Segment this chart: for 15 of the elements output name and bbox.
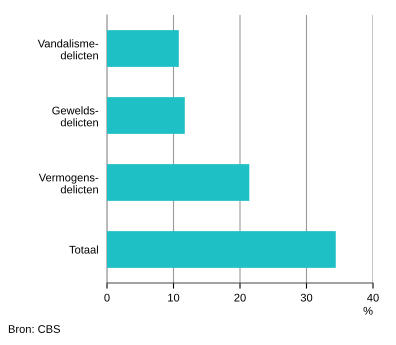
y-tick-label: Vandalisme- delicten bbox=[38, 39, 98, 60]
x-tick-label: 0 bbox=[104, 294, 110, 302]
x-tick-label: 10 bbox=[168, 294, 180, 302]
bar bbox=[107, 164, 250, 201]
y-tick-label: Vermogens- delicten bbox=[38, 174, 98, 194]
bar bbox=[107, 231, 336, 268]
text: Bron: CBS bbox=[8, 325, 60, 333]
y-tick-label: Totaal bbox=[69, 245, 98, 254]
bar bbox=[107, 30, 179, 67]
x-tick-label: 30 bbox=[300, 294, 312, 302]
x-tick-label: 20 bbox=[234, 294, 246, 302]
x-tick-label: 40 bbox=[367, 294, 379, 302]
bar bbox=[107, 97, 185, 134]
x-axis-title: % bbox=[364, 306, 373, 315]
y-tick-label: Gewelds- delicten bbox=[52, 106, 98, 126]
